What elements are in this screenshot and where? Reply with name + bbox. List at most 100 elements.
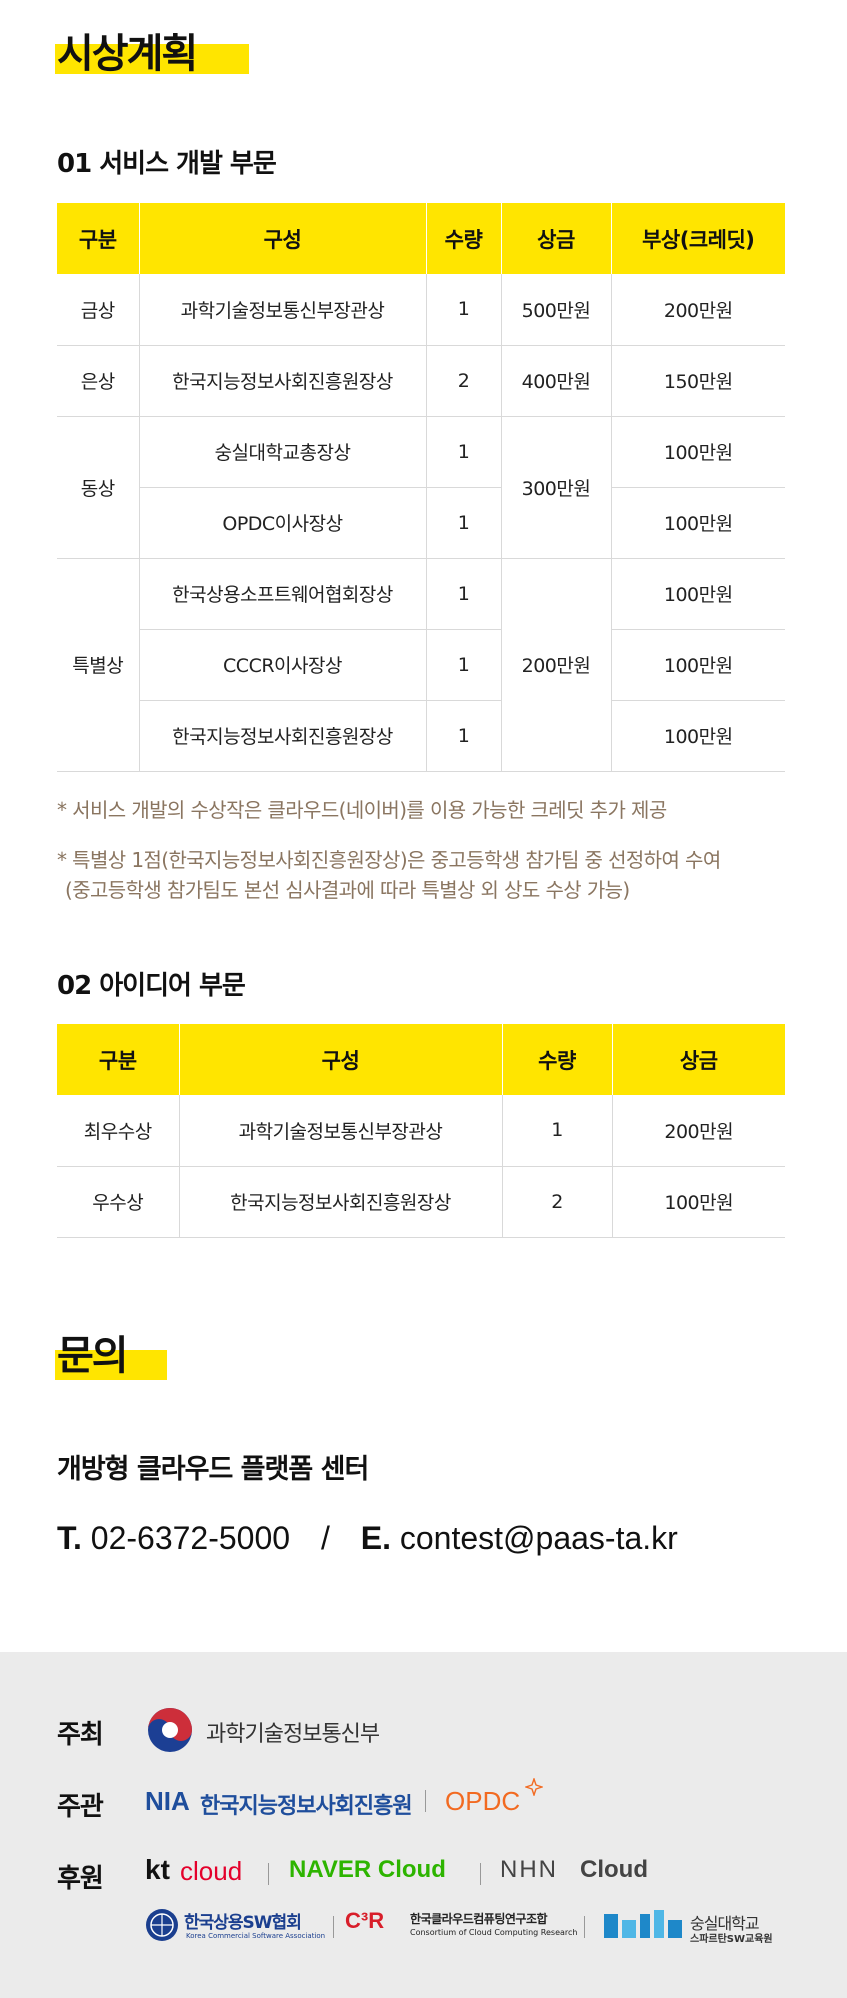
divider	[268, 1863, 269, 1885]
nhn-mark: NHN	[500, 1856, 558, 1883]
quantity-cell: 1	[426, 700, 502, 772]
inquiry-heading: 문의	[57, 1333, 129, 1379]
service-note-2: * 특별상 1점(한국지능정보사회진흥원장상)은 중고등학생 참가팀 중 선정하…	[57, 848, 721, 872]
contact-separator: /	[320, 1520, 330, 1556]
host-label: 주최	[57, 1720, 104, 1750]
c3r-name: 한국클라우드컴퓨팅연구조합	[410, 1912, 548, 1926]
credit-cell: 100만원	[611, 416, 785, 488]
ssu-logo-icon	[604, 1910, 684, 1942]
category-cell: 우수상	[57, 1166, 180, 1238]
quantity-cell: 1	[426, 416, 502, 488]
divider	[425, 1790, 426, 1812]
quantity-cell: 2	[426, 345, 502, 417]
divider	[584, 1916, 585, 1938]
award-plan-heading: 시상계획	[57, 31, 198, 77]
c3r-name-en: Consortium of Cloud Computing Research	[410, 1928, 578, 1937]
taegeuk-logo-icon	[147, 1707, 193, 1753]
credit-cell: 200만원	[611, 274, 785, 346]
contact-line: T. 02-6372-5000 / E. contest@paas-ta.kr	[57, 1520, 678, 1557]
ksa-emblem-icon	[145, 1908, 179, 1942]
prize-cell: 300만원	[501, 416, 612, 559]
header-category: 구분	[57, 203, 140, 274]
email-label: E.	[360, 1520, 391, 1556]
header-composition: 구성	[139, 203, 427, 274]
quantity-cell: 1	[502, 1095, 613, 1167]
ksa-name: 한국상용SW협회	[184, 1913, 302, 1933]
organizer-label: 주관	[57, 1792, 104, 1822]
header-quantity: 수량	[502, 1024, 613, 1095]
divider	[480, 1863, 481, 1885]
organizer-cell: 숭실대학교총장상	[139, 416, 427, 488]
email-address[interactable]: contest@paas-ta.kr	[399, 1520, 678, 1556]
table-row: 한국지능정보사회진흥원장상 1 100만원	[57, 700, 785, 772]
opdc-logo: OPDC	[445, 1786, 521, 1816]
table-row: 금상 과학기술정보통신부장관상 1 500만원 200만원	[57, 274, 785, 346]
nhn-cloud-logo: Cloud	[580, 1856, 648, 1883]
category-cell: 동상	[57, 416, 140, 559]
ksa-name-en: Korea Commercial Software Association	[186, 1932, 326, 1940]
credit-cell: 100만원	[611, 700, 785, 772]
ssu-sub: 스파르탄SW교육원	[690, 1934, 773, 1945]
prize-cell: 500만원	[501, 274, 612, 346]
sponsor-label: 후원	[57, 1864, 104, 1894]
table-row: 최우수상 과학기술정보통신부장관상 1 200만원	[57, 1095, 785, 1167]
table-row: 동상 숭실대학교총장상 1 300만원 100만원	[57, 416, 785, 559]
table-header-row: 구분 구성 수량 상금 부상(크레딧)	[57, 203, 785, 274]
credit-cell: 100만원	[611, 487, 785, 559]
prize-cell: 100만원	[612, 1166, 785, 1238]
table-row: 특별상 한국상용소프트웨어협회장상 1 200만원 100만원	[57, 558, 785, 772]
naver-cloud-logo: NAVER Cloud	[289, 1856, 446, 1883]
organizer-cell: CCCR이사장상	[139, 629, 427, 701]
heading-highlight	[55, 1350, 167, 1380]
contact-organization: 개방형 클라우드 플랫폼 센터	[57, 1454, 369, 1485]
idea-section-title: 02 아이디어 부문	[57, 971, 246, 1001]
organizer-cell: 과학기술정보통신부장관상	[139, 274, 427, 346]
header-quantity: 수량	[426, 203, 502, 274]
service-note-1: * 서비스 개발의 수상작은 클라우드(네이버)를 이용 가능한 크레딧 추가 …	[57, 798, 667, 822]
quantity-cell: 2	[502, 1166, 613, 1238]
table-header-row: 구분 구성 수량 상금	[57, 1024, 785, 1095]
header-category: 구분	[57, 1024, 180, 1095]
organizer-cell: 한국지능정보사회진흥원장상	[139, 345, 427, 417]
category-cell: 최우수상	[57, 1095, 180, 1167]
table-row: 은상 한국지능정보사회진흥원장상 2 400만원 150만원	[57, 345, 785, 417]
divider	[333, 1916, 334, 1938]
quantity-cell: 1	[426, 558, 502, 630]
category-cell: 은상	[57, 345, 140, 417]
tel-label: T.	[57, 1520, 82, 1556]
quantity-cell: 1	[426, 274, 502, 346]
prize-cell: 200만원	[612, 1095, 785, 1167]
table-row: OPDC이사장상 1 100만원	[57, 487, 785, 559]
service-prize-table: 구분 구성 수량 상금 부상(크레딧) 금상 과학기술정보통신부장관상 1 50…	[57, 203, 785, 772]
credit-cell: 100만원	[611, 629, 785, 701]
header-credit: 부상(크레딧)	[611, 203, 785, 274]
organizer-cell: OPDC이사장상	[139, 487, 427, 559]
prize-cell: 400만원	[501, 345, 612, 417]
header-prize: 상금	[501, 203, 612, 274]
ssu-name: 숭실대학교	[690, 1914, 760, 1933]
service-note-3: (중고등학생 참가팀도 본선 심사결과에 따라 특별상 외 상도 수상 가능)	[65, 878, 630, 902]
host-name: 과학기술정보통신부	[206, 1722, 380, 1747]
quantity-cell: 1	[426, 629, 502, 701]
tel-number[interactable]: 02-6372-5000	[90, 1520, 291, 1556]
organizer-cell: 한국지능정보사회진흥원장상	[139, 700, 427, 772]
prize-cell: 200만원	[501, 558, 612, 772]
credit-cell: 100만원	[611, 558, 785, 630]
service-section-title: 01 서비스 개발 부문	[57, 149, 277, 179]
sparkle-icon	[523, 1776, 545, 1798]
idea-prize-table: 구분 구성 수량 상금 최우수상 과학기술정보통신부장관상 1 200만원 우수…	[57, 1024, 785, 1238]
header-prize: 상금	[612, 1024, 785, 1095]
quantity-cell: 1	[426, 487, 502, 559]
organizer-cell: 한국지능정보사회진흥원장상	[179, 1166, 503, 1238]
heading-highlight	[55, 44, 249, 74]
credit-cell: 150만원	[611, 345, 785, 417]
category-cell: 금상	[57, 274, 140, 346]
category-cell: 특별상	[57, 558, 140, 772]
organizer-cell: 한국상용소프트웨어협회장상	[139, 558, 427, 630]
organizer-cell: 과학기술정보통신부장관상	[179, 1095, 503, 1167]
kt-cloud-logo: cloud	[180, 1856, 243, 1886]
table-row: 우수상 한국지능정보사회진흥원장상 2 100만원	[57, 1166, 785, 1238]
header-composition: 구성	[179, 1024, 503, 1095]
nia-name: 한국지능정보사회진흥원	[200, 1794, 413, 1819]
